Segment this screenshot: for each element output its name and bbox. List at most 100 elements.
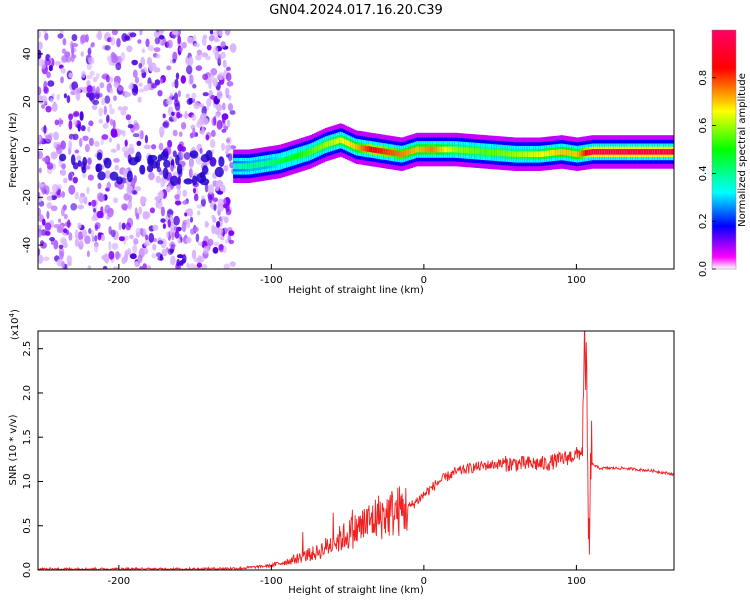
heatmap-noise-cell: [197, 241, 203, 246]
heatmap-noise-cell: [92, 76, 98, 83]
heatmap-cell: [595, 149, 598, 155]
heatmap-noise-cell: [174, 230, 180, 239]
heatmap-noise-cell: [38, 248, 41, 256]
heatmap-cell: [313, 147, 316, 153]
heatmap-noise-cell: [219, 51, 226, 59]
heatmap-cell: [291, 154, 294, 161]
heatmap-noise-cell: [189, 74, 194, 85]
heatmap-noise-cell: [162, 121, 169, 128]
heatmap-noise-cell: [42, 30, 48, 34]
heatmap-noise-cell: [143, 211, 151, 219]
heatmap-noise-cell: [46, 202, 53, 209]
heatmap-noise-cell: [99, 82, 105, 89]
heatmap-noise-cell: [94, 224, 99, 231]
heatmap-noise-cell: [56, 226, 64, 234]
heatmap-noise-cell: [222, 198, 227, 204]
heatmap-noise-cell: [49, 237, 56, 242]
heatmap-noise-cell: [54, 119, 60, 126]
heatmap-noise-cell: [118, 236, 125, 242]
heatmap-cell: [526, 151, 529, 158]
heatmap-noise-cell: [77, 123, 81, 132]
heatmap-cell: [648, 149, 651, 155]
heatmap-cell: [566, 149, 569, 156]
heatmap-noise-cell: [171, 111, 175, 117]
heatmap-cell: [403, 150, 406, 157]
heatmap-cell: [504, 150, 507, 157]
heatmap-noise-cell: [171, 81, 175, 88]
heatmap-noise-cell: [221, 142, 226, 151]
snr-y-axis-label: SNR (10 * v/v): [8, 414, 19, 485]
heatmap-noise-cell: [116, 143, 120, 151]
heatmap-cell: [496, 150, 499, 156]
heatmap-cell: [326, 141, 329, 147]
heatmap-cell: [659, 149, 662, 155]
heatmap-noise-cell: [125, 222, 132, 231]
heatmap-cell: [549, 150, 553, 156]
heatmap-noise-cell: [56, 259, 63, 267]
heatmap-noise-cell: [143, 144, 151, 150]
heatmap-noise-cell: [188, 97, 193, 105]
heatmap-cell: [401, 151, 404, 157]
heatmap-noise-cell: [72, 176, 79, 184]
heatmap-cell: [343, 138, 346, 145]
heatmap-cell: [562, 149, 565, 155]
heatmap-noise-cell: [66, 95, 71, 104]
heatmap-noise-cell: [88, 120, 94, 127]
heatmap-noise-cell: [173, 215, 180, 226]
heatmap-noise-cell: [82, 229, 87, 238]
heatmap-noise-cell: [42, 218, 46, 226]
heatmap-noise-cell: [58, 159, 62, 168]
heatmap-noise-cell: [87, 157, 92, 165]
heatmap-cell: [449, 146, 452, 153]
heatmap-noise-cell: [110, 229, 116, 238]
heatmap-cell: [586, 149, 589, 156]
heatmap-noise-cell: [132, 133, 140, 138]
heatmap-noise-cell: [207, 184, 214, 195]
heatmap-noise-cell: [95, 86, 100, 95]
heatmap-cell: [645, 149, 648, 155]
heatmap-noise-cell: [145, 234, 149, 241]
heatmap-cell: [368, 146, 371, 152]
heatmap-noise-cell: [203, 245, 209, 255]
heatmap-noise-cell: [80, 51, 84, 57]
heatmap-cell: [363, 145, 366, 152]
heatmap-noise-cell: [86, 75, 93, 80]
heatmap-noise-cell: [127, 200, 132, 210]
heatmap-noise-cell: [225, 208, 232, 216]
heatmap-noise-cell: [181, 258, 186, 264]
spectrogram-x-ticks: -200 -100 0 100: [107, 264, 586, 286]
heatmap-noise-cell: [135, 227, 141, 235]
heatmap-noise-cell: [113, 95, 117, 101]
heatmap-noise-cell: [142, 263, 148, 269]
snr-y-ticks: 0.0 0.5 1.0 1.5 2.0 2.5: [22, 341, 43, 578]
heatmap-noise-cell: [134, 156, 140, 163]
heatmap-noise-cell: [211, 129, 216, 138]
heatmap-cell: [502, 150, 505, 157]
heatmap-cell: [570, 150, 573, 157]
heatmap-noise-cell: [212, 197, 219, 203]
heatmap-noise-cell: [86, 250, 90, 258]
heatmap-cell: [311, 147, 315, 154]
heatmap-noise-cell: [150, 83, 157, 89]
heatmap-cell: [533, 151, 536, 158]
heatmap-noise-cell: [105, 74, 110, 83]
heatmap-noise-cell: [96, 163, 103, 173]
y-tick-label: 0: [22, 146, 33, 152]
heatmap-noise-cell: [159, 126, 165, 136]
heatmap-cell: [324, 141, 327, 148]
heatmap-cell: [462, 147, 465, 153]
heatmap-cell: [359, 144, 362, 151]
heatmap-noise-cell: [187, 56, 194, 67]
heatmap-cell: [394, 150, 397, 157]
heatmap-noise-cell: [172, 171, 179, 177]
snr-x-ticks: -200 -100 0 100: [107, 565, 586, 587]
heatmap-noise-cell: [167, 39, 173, 49]
heatmap-noise-cell: [131, 59, 138, 66]
heatmap-cell: [300, 151, 304, 158]
heatmap-noise-cell: [134, 76, 140, 84]
heatmap-noise-cell: [212, 246, 219, 254]
heatmap-cell: [427, 146, 430, 153]
heatmap-noise-cell: [53, 224, 61, 229]
heatmap-noise-cell: [59, 237, 67, 245]
heatmap-noise-cell: [157, 240, 164, 245]
